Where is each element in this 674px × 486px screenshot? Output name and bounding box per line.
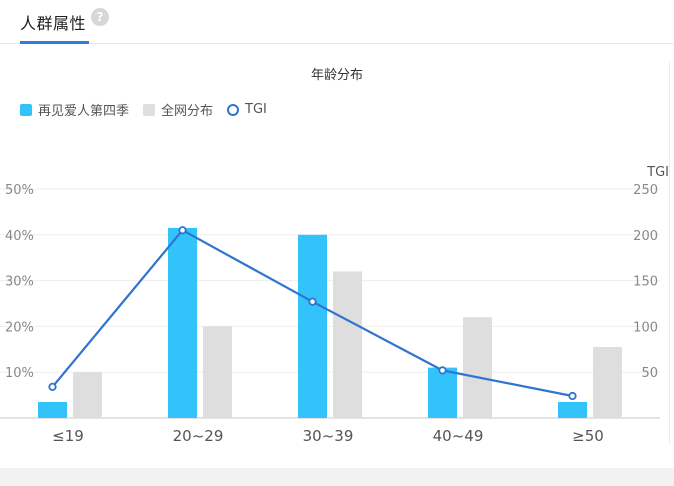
- bar-series-2: [73, 372, 102, 418]
- bar-series-2: [463, 317, 492, 418]
- legend-label-tgi: TGI: [245, 102, 267, 117]
- y-right-tick-label: 200: [633, 229, 658, 244]
- chart-legend: 再见爱人第四季 全网分布 TGI: [20, 100, 281, 119]
- x-tick-label: ≤19: [52, 427, 84, 445]
- x-tick-label: 30~39: [303, 427, 354, 445]
- help-icon[interactable]: ?: [91, 8, 110, 26]
- y-left-tick-label: 40%: [5, 229, 34, 244]
- page-footer-band: [0, 468, 674, 486]
- panel-divider: [669, 62, 670, 444]
- y-right-tick-label: 100: [633, 320, 658, 335]
- legend-swatch-series-2: [143, 103, 156, 116]
- legend-item-tgi[interactable]: TGI: [227, 102, 267, 117]
- tgi-point: [568, 391, 577, 401]
- tgi-point: [308, 297, 317, 306]
- bar-series-1: [428, 367, 457, 418]
- bar-series-2: [203, 326, 232, 418]
- y-right-axis-label: TGI: [646, 165, 669, 180]
- y-left-tick-label: 50%: [5, 183, 34, 198]
- legend-marker-tgi: [227, 103, 240, 116]
- x-tick-label: ≥50: [572, 427, 604, 445]
- tab-bar: 人群属性 ?: [0, 0, 674, 44]
- bar-series-2: [593, 347, 622, 418]
- y-left-tick-label: 30%: [5, 275, 34, 290]
- tgi-point: [48, 382, 57, 391]
- bar-series-2: [333, 271, 362, 418]
- y-right-tick-label: 150: [633, 275, 658, 290]
- legend-swatch-series-1: [20, 103, 32, 116]
- bar-series-1: [38, 401, 67, 418]
- y-left-tick-label: 20%: [5, 320, 34, 335]
- bar-series-1: [168, 227, 197, 418]
- tgi-point: [438, 366, 447, 375]
- x-tick-label: 20~29: [173, 427, 224, 445]
- legend-item-series-2[interactable]: 全网分布: [143, 100, 213, 119]
- legend-label-series-1: 再见爱人第四季: [38, 104, 130, 119]
- y-right-tick-label: 50: [641, 366, 658, 381]
- active-tab-indicator: [20, 41, 89, 44]
- y-left-tick-label: 10%: [5, 366, 34, 381]
- tab-label: 人群属性: [20, 14, 87, 33]
- chart-title: 年龄分布: [310, 68, 363, 83]
- y-right-tick-label: 250: [633, 183, 658, 198]
- legend-label-series-2: 全网分布: [161, 104, 214, 119]
- tgi-point: [178, 226, 187, 235]
- bar-series-1: [298, 234, 327, 418]
- x-tick-label: 40~49: [433, 427, 484, 445]
- bar-series-1: [558, 401, 587, 418]
- legend-item-series-1[interactable]: 再见爱人第四季: [20, 100, 129, 119]
- tab-audience-attributes[interactable]: 人群属性 ?: [20, 0, 110, 44]
